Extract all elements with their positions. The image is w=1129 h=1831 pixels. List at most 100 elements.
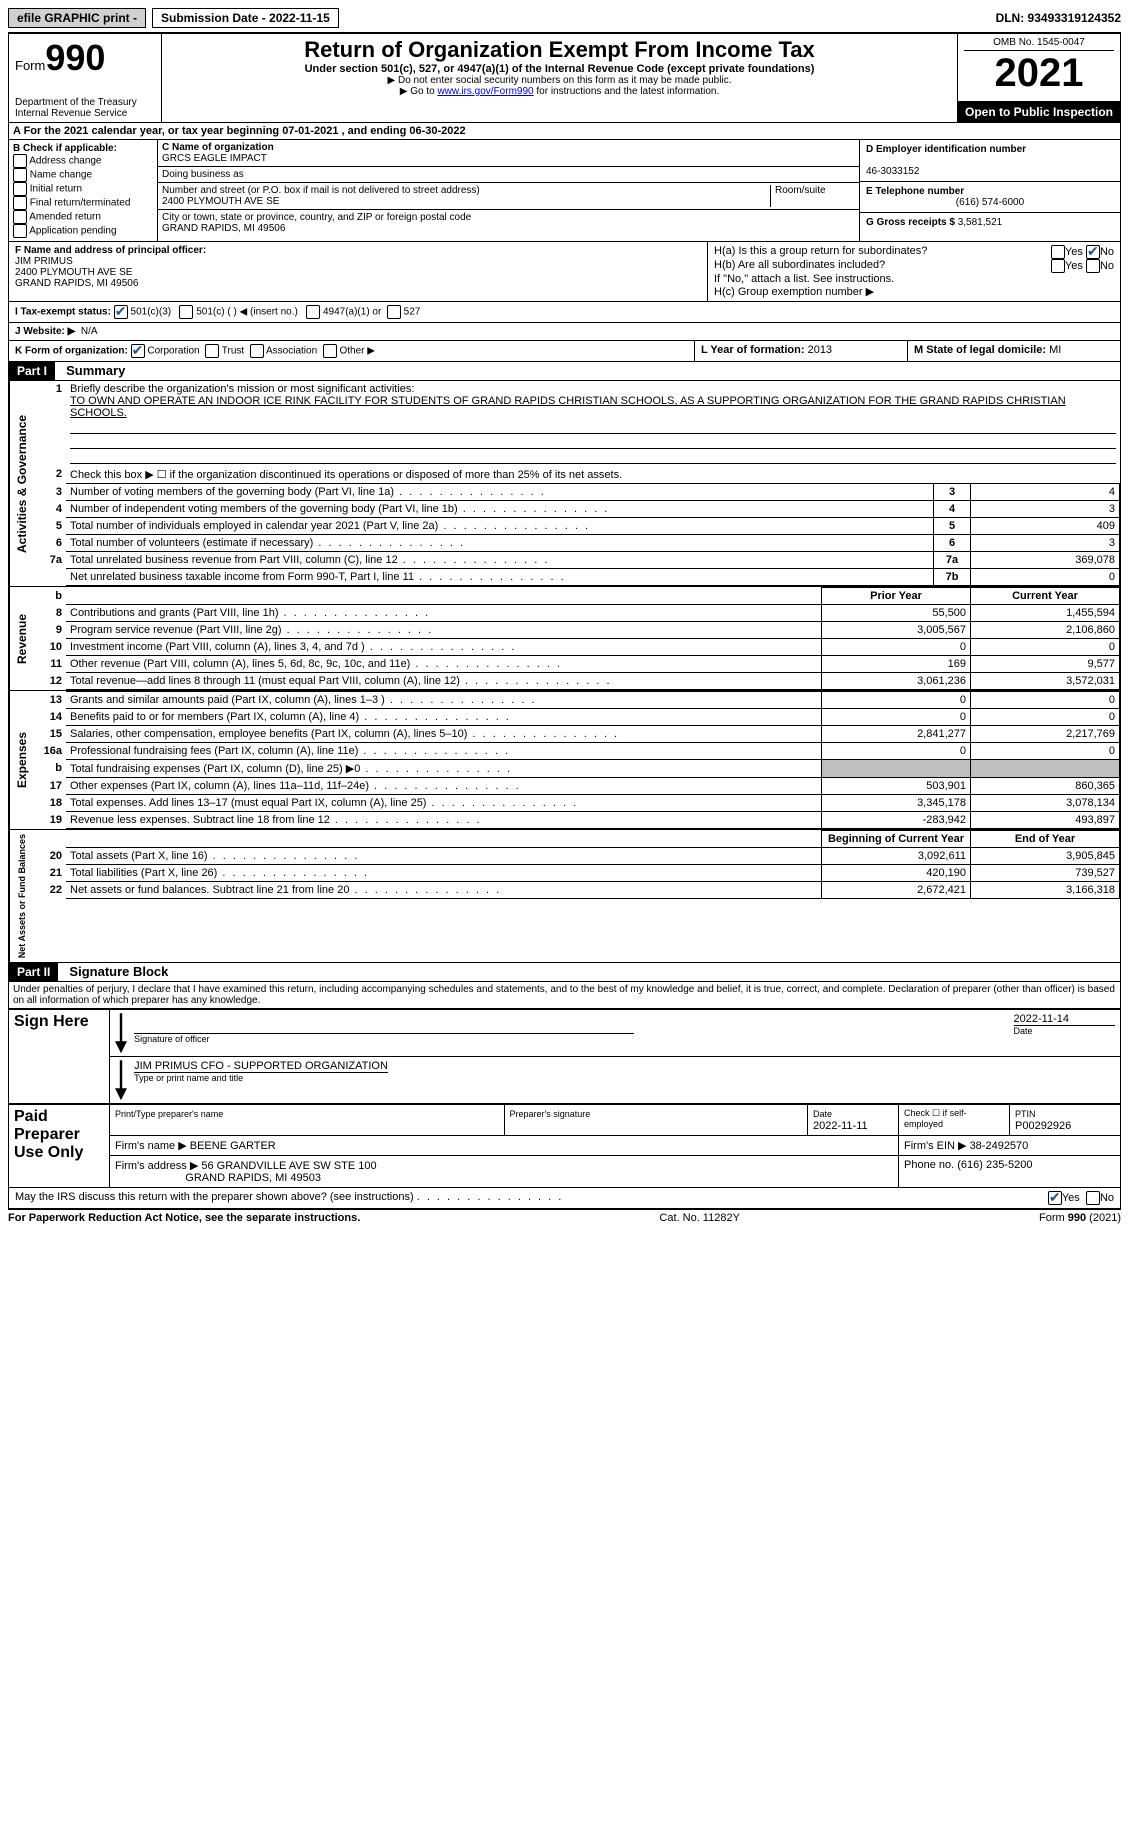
row-num: 11: [34, 656, 66, 673]
part1-title: Summary: [58, 363, 125, 378]
sig-arrow-icon: [115, 1060, 127, 1100]
ha-label: H(a) Is this a group return for subordin…: [714, 245, 927, 259]
expenses-table: 13 Grants and similar amounts paid (Part…: [34, 691, 1120, 829]
firm-addr1: 56 GRANDVILLE AVE SW STE 100: [201, 1160, 376, 1172]
section-b-checkbox[interactable]: [13, 168, 27, 182]
section-l: L Year of formation: 2013: [694, 341, 907, 361]
hb-no-checkbox[interactable]: [1086, 259, 1100, 273]
dots: [417, 1191, 564, 1203]
form-label: Form: [15, 58, 45, 73]
row-num: 9: [34, 622, 66, 639]
row-num: b: [34, 760, 66, 778]
section-g: G Gross receipts $ 3,581,521: [860, 213, 1120, 232]
date-label: Date: [1014, 1025, 1115, 1036]
governance-table: 1 Briefly describe the organization's mi…: [34, 381, 1120, 586]
501c3-checkbox[interactable]: [114, 305, 128, 319]
dept-label: Department of the Treasury Internal Reve…: [15, 97, 155, 119]
trust-checkbox[interactable]: [205, 344, 219, 358]
row-prior: 2,841,277: [822, 726, 971, 743]
row-num: 22: [34, 882, 66, 899]
row-prior: 169: [822, 656, 971, 673]
prep-date: 2022-11-11: [813, 1120, 868, 1132]
row-box: 5: [934, 518, 971, 535]
row-label: Professional fundraising fees (Part IX, …: [66, 743, 822, 760]
sig-arrow-icon: [115, 1013, 127, 1053]
table-row: 21 Total liabilities (Part X, line 26) 4…: [34, 865, 1120, 882]
row-label: Other expenses (Part IX, column (A), lin…: [66, 778, 822, 795]
row-num: 8: [34, 605, 66, 622]
firm-addr-label: Firm's address ▶: [115, 1160, 198, 1172]
discuss-no-checkbox[interactable]: [1086, 1191, 1100, 1205]
firm-phone: (616) 235-5200: [957, 1159, 1032, 1171]
vert-revenue: Revenue: [9, 587, 34, 690]
row-box: 3: [934, 484, 971, 501]
officer-addr2: GRAND RAPIDS, MI 49506: [15, 278, 138, 289]
table-row: 19 Revenue less expenses. Subtract line …: [34, 812, 1120, 829]
paid-prep-label: Paid Preparer Use Only: [9, 1105, 110, 1188]
discuss-row: May the IRS discuss this return with the…: [8, 1188, 1121, 1209]
section-b-checkbox[interactable]: [13, 210, 27, 224]
street-label: Number and street (or P.O. box if mail i…: [162, 185, 480, 196]
section-d: D Employer identification number 46-3033…: [860, 140, 1120, 182]
row-current: 3,572,031: [971, 673, 1120, 690]
main-title: Return of Organization Exempt From Incom…: [168, 37, 951, 63]
footer-right: Form 990 (2021): [1039, 1212, 1121, 1224]
corp-checkbox[interactable]: [131, 344, 145, 358]
assoc-label: Association: [266, 346, 317, 357]
part1-header: Part I: [9, 362, 55, 380]
section-k: K Form of organization: Corporation Trus…: [9, 341, 694, 361]
street-value: 2400 PLYMOUTH AVE SE: [162, 196, 279, 207]
4947-checkbox[interactable]: [306, 305, 320, 319]
org-name-row: C Name of organization GRCS EAGLE IMPACT: [158, 140, 859, 167]
section-b-checkbox[interactable]: [13, 182, 27, 196]
tax-status-label: I Tax-exempt status:: [15, 307, 111, 318]
ha-yes-checkbox[interactable]: [1051, 245, 1065, 259]
header-block: Form990 Department of the Treasury Inter…: [8, 32, 1121, 123]
ha-no-checkbox[interactable]: [1086, 245, 1100, 259]
year-formation-label: L Year of formation:: [701, 344, 805, 356]
table-row: 15 Salaries, other compensation, employe…: [34, 726, 1120, 743]
section-b-checkbox[interactable]: [13, 224, 27, 238]
row-prior: 3,345,178: [822, 795, 971, 812]
row-current: 0: [971, 743, 1120, 760]
omb-number: OMB No. 1545-0047: [964, 37, 1114, 51]
firm-ein: 38-2492570: [970, 1140, 1029, 1152]
yes-label3: Yes: [1062, 1192, 1080, 1204]
501c-label: 501(c) ( ) ◀ (insert no.): [196, 307, 298, 318]
table-row: 6 Total number of volunteers (estimate i…: [34, 535, 1120, 552]
dba-label: Doing business as: [162, 169, 244, 180]
hb-note: If "No," attach a list. See instructions…: [714, 273, 1114, 285]
table-row: 3 Number of voting members of the govern…: [34, 484, 1120, 501]
row-num: [34, 569, 66, 586]
section-b: B Check if applicable: Address change Na…: [9, 140, 158, 241]
501c-checkbox[interactable]: [179, 305, 193, 319]
section-b-checkbox[interactable]: [13, 196, 27, 210]
section-j-spacer: [708, 323, 1120, 340]
section-b-item: Final return/terminated: [13, 196, 153, 210]
row-num: 17: [34, 778, 66, 795]
assoc-checkbox[interactable]: [250, 344, 264, 358]
efile-button[interactable]: efile GRAPHIC print -: [8, 8, 146, 28]
row-num: 21: [34, 865, 66, 882]
discuss-yes-checkbox[interactable]: [1048, 1191, 1062, 1205]
other-checkbox[interactable]: [323, 344, 337, 358]
table-row: 11 Other revenue (Part VIII, column (A),…: [34, 656, 1120, 673]
527-checkbox[interactable]: [387, 305, 401, 319]
row-current: 2,217,769: [971, 726, 1120, 743]
phone-label: E Telephone number: [866, 186, 964, 197]
section-b-checkbox[interactable]: [13, 154, 27, 168]
section-b-item: Name change: [13, 168, 153, 182]
part1-netassets: Net Assets or Fund Balances Beginning of…: [8, 830, 1121, 963]
hb-yes-checkbox[interactable]: [1051, 259, 1065, 273]
table-row: 5 Total number of individuals employed i…: [34, 518, 1120, 535]
gross-value: 3,581,521: [958, 217, 1003, 228]
irs-link[interactable]: www.irs.gov/Form990: [437, 86, 533, 97]
table-row: 20 Total assets (Part X, line 16) 3,092,…: [34, 848, 1120, 865]
yes-label: Yes: [1065, 246, 1083, 258]
section-b-item: Amended return: [13, 210, 153, 224]
row-value: 369,078: [971, 552, 1120, 569]
row-label: Total fundraising expenses (Part IX, col…: [66, 760, 822, 778]
tax-year: 2021: [964, 51, 1114, 96]
row-current: 493,897: [971, 812, 1120, 829]
table-row: 12 Total revenue—add lines 8 through 11 …: [34, 673, 1120, 690]
